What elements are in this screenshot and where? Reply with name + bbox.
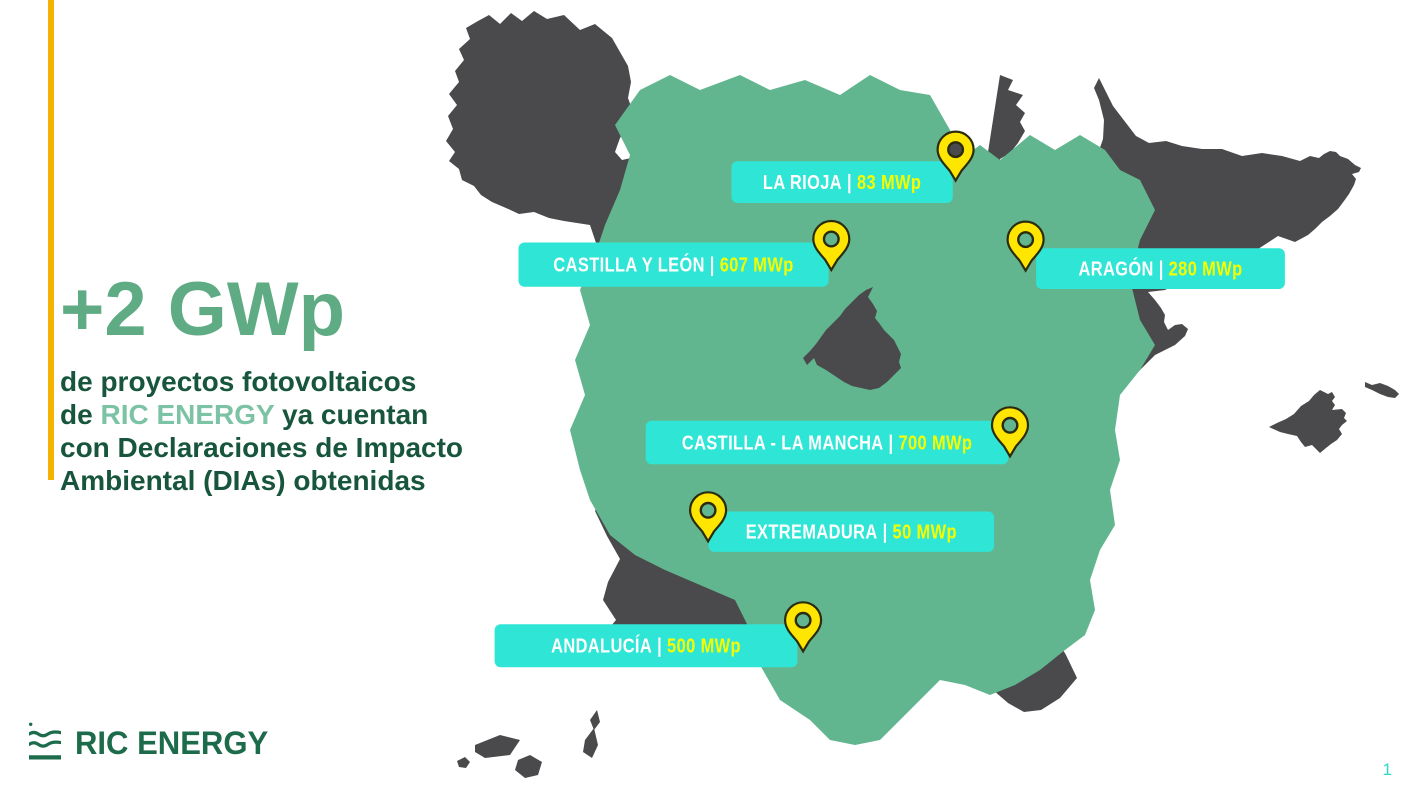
svg-text:CASTILLA Y LEÓN | 607 MWp: CASTILLA Y LEÓN | 607 MWp [553, 253, 793, 276]
svg-text:CASTILLA - LA MANCHA | 700 MWp: CASTILLA - LA MANCHA | 700 MWp [682, 431, 972, 454]
svg-text:ANDALUCÍA | 500 MWp: ANDALUCÍA | 500 MWp [551, 634, 741, 657]
svg-text:EXTREMADURA | 50 MWp: EXTREMADURA | 50 MWp [746, 520, 957, 543]
svg-text:ARAGÓN | 280 MWp: ARAGÓN | 280 MWp [1078, 257, 1242, 280]
svg-text:LA RIOJA | 83 MWp: LA RIOJA | 83 MWp [763, 171, 921, 194]
